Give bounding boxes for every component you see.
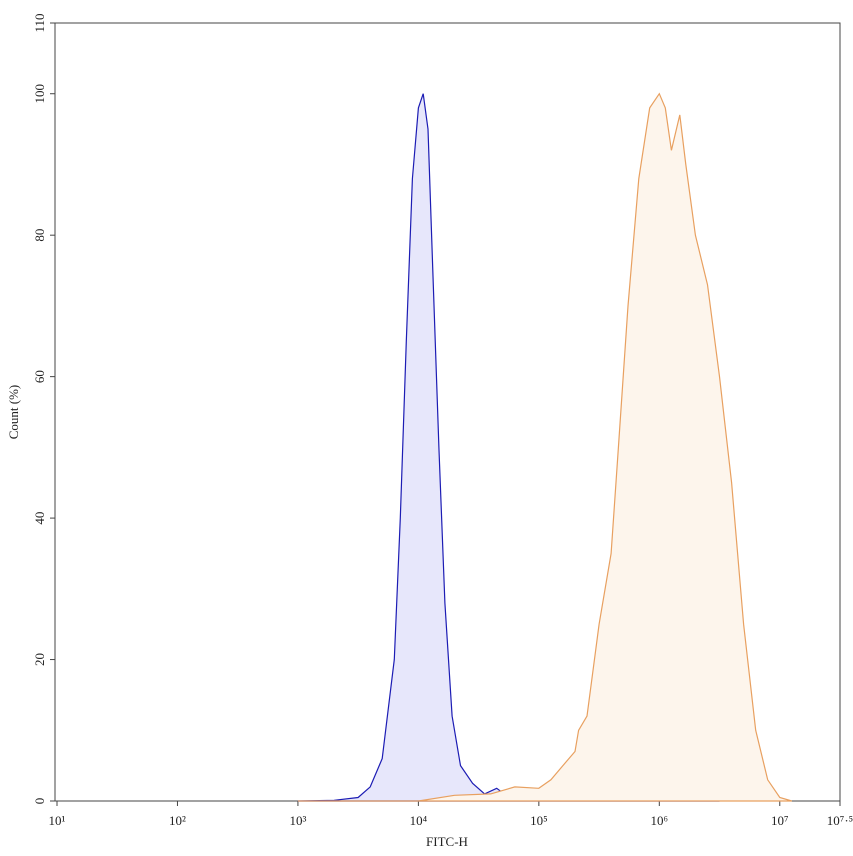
x-tick-label: 10⁷ <box>771 813 789 828</box>
y-tick-label: 60 <box>32 370 47 383</box>
x-tick-label: 10³ <box>289 813 306 828</box>
y-tick-label: 80 <box>32 229 47 242</box>
x-tick-label: 10² <box>169 813 186 828</box>
y-tick-label: 100 <box>32 84 47 104</box>
x-tick-label: 10⁶ <box>651 813 669 828</box>
y-tick-label: 110 <box>32 13 47 32</box>
y-tick-label: 20 <box>32 653 47 666</box>
x-tick-label: 10⁵ <box>530 813 548 828</box>
histogram-area <box>297 92 792 802</box>
y-tick-label: 0 <box>32 798 47 805</box>
y-tick-label: 40 <box>32 512 47 525</box>
x-tick-label: 10⁷·⁵ <box>827 813 853 828</box>
y-axis-label: Count (%) <box>6 385 21 440</box>
x-axis-label: FITC-H <box>426 834 468 849</box>
x-tick-label: 10¹ <box>49 813 66 828</box>
x-tick-label: 10⁴ <box>410 813 428 828</box>
